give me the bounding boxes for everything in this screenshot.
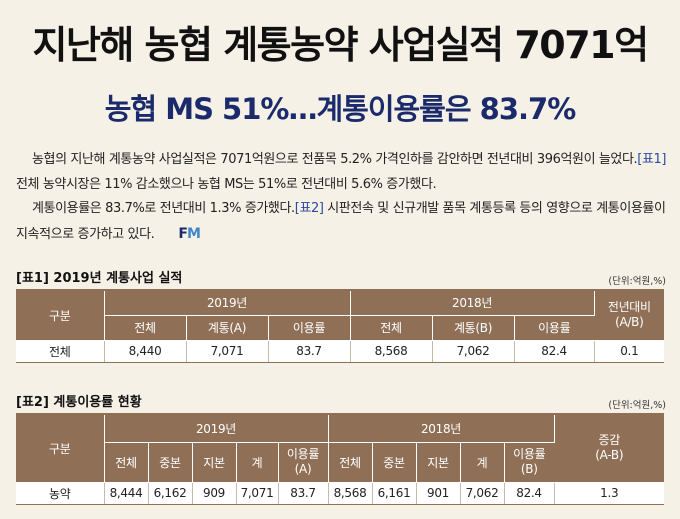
table-cell: 901 — [416, 482, 461, 505]
table2-sub-2019-total: 전체 — [104, 442, 149, 483]
paragraph-1: 농협의 지난해 계통농약 사업실적은 7071억원으로 전품목 5.2% 가격인… — [16, 152, 667, 192]
table2-header-2018: 2018년 — [328, 414, 555, 443]
table2-sub-2018-central: 중본 — [372, 442, 417, 483]
table-cell: 7,062 — [432, 340, 515, 363]
table2-sub-2019-rate: 이용률 (A) — [278, 442, 329, 483]
table1: 구분 2019년 2018년 전년대비 (A/B) 전체 계통(A) 이용률 전… — [16, 289, 665, 363]
table-cell: 7,071 — [236, 482, 279, 505]
table2-sub-2019-sum: 계 — [236, 442, 279, 483]
table2-sub-2018-total: 전체 — [328, 442, 373, 483]
table2-sub-2019-regional: 지본 — [192, 442, 237, 483]
table2-title: [표2] 계통이용률 현황 — [16, 395, 142, 410]
table-row: 전체 8,440 7,071 83.7 8,568 7,062 82.4 0.1 — [16, 340, 665, 363]
table-cell: 83.7 — [268, 340, 351, 363]
table1-header-change: 전년대비 (A/B) — [594, 290, 665, 341]
table1-sub-2018-coop: 계통(B) — [432, 315, 515, 341]
table1-sub-2018-rate: 이용률 — [514, 315, 595, 341]
table2-header-group: 구분 — [16, 414, 105, 483]
table2-sub-2019-central: 중본 — [148, 442, 193, 483]
table1-header-group: 구분 — [16, 290, 105, 341]
table2-reference: [표2] — [294, 201, 324, 216]
table1-unit: (단위:억원,%) — [608, 276, 666, 287]
table2-sub-2018-regional: 지본 — [416, 442, 461, 483]
article-body: 농협의 지난해 계통농약 사업실적은 7071억원으로 전품목 5.2% 가격인… — [16, 148, 668, 247]
table-cell: 6,161 — [372, 482, 417, 505]
table1-title: [표1] 2019년 계통사업 실적 — [16, 271, 183, 286]
headline: 지난해 농협 계통농약 사업실적 7071억 — [32, 23, 649, 67]
paragraph-2: 계통이용률은 83.7%로 전년대비 1.3% 증가했다.[표2] 시판전속 및… — [16, 197, 668, 247]
table2-row-label: 농약 — [16, 482, 105, 505]
table1-header-2019: 2019년 — [104, 290, 351, 316]
table-cell: 8,444 — [104, 482, 149, 505]
table2-header-change: 증감 (A-B) — [554, 414, 664, 483]
table1-row-label: 전체 — [16, 340, 105, 363]
table-cell: 83.7 — [278, 482, 329, 505]
table-cell: 8,440 — [104, 340, 187, 363]
table2-sub-2018-rate: 이용률 (B) — [504, 442, 554, 483]
table-cell: 8,568 — [328, 482, 373, 505]
table-cell: 1.3 — [554, 482, 664, 505]
table-cell: 0.1 — [594, 340, 665, 363]
table-cell: 82.4 — [514, 340, 595, 363]
table-cell: 82.4 — [504, 482, 555, 505]
table-row: 농약 8,444 6,162 909 7,071 83.7 8,568 6,16… — [16, 482, 664, 505]
table1-sub-2018-total: 전체 — [350, 315, 433, 341]
table1-sub-2019-coop: 계통(A) — [186, 315, 269, 341]
table-cell: 7,071 — [186, 340, 269, 363]
table-cell: 6,162 — [148, 482, 193, 505]
table1-sub-2019-total: 전체 — [104, 315, 187, 341]
table2-header-2019: 2019년 — [104, 414, 329, 443]
table2-unit: (단위:억원,%) — [608, 400, 666, 411]
table-cell: 8,568 — [350, 340, 433, 363]
table1-sub-2019-rate: 이용률 — [268, 315, 351, 341]
table-cell: 7,062 — [460, 482, 505, 505]
fm-logo-icon: FM — [178, 225, 201, 242]
table2: 구분 2019년 2018년 증감 (A-B) 전체 중본 지본 계 이용률 (… — [16, 413, 664, 505]
subheadline: 농협 MS 51%…계통이용률은 83.7% — [104, 92, 577, 126]
table1-reference: [표1] — [637, 152, 667, 167]
table1-header-2018: 2018년 — [350, 290, 595, 316]
table2-sub-2018-sum: 계 — [460, 442, 505, 483]
table-cell: 909 — [192, 482, 237, 505]
